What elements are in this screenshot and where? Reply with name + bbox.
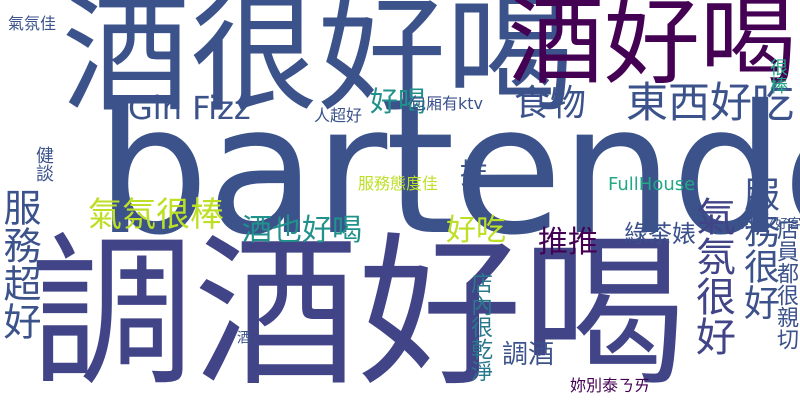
word-jiantan: 健談 — [33, 146, 54, 182]
word-dian-nei-hen-ganjing: 店內很乾淨 — [467, 272, 492, 382]
word-jiu: 酒 — [235, 330, 251, 344]
word-baoxiang-you-ktv: 包厢有ktv — [410, 94, 484, 113]
word-tui: 推 — [460, 157, 489, 190]
word-fuwu-hen-hao: 服務很好 — [738, 176, 779, 320]
word-hen-bang: 很棒 — [767, 58, 788, 94]
word-shiwu: 食物 — [514, 83, 587, 124]
word-dianyuan-dou-hen-qinqie: 店員都很親切 — [773, 218, 798, 350]
word-dongxi-haochi: 東西好吃 — [626, 78, 795, 127]
word-qifen-hen-hao: 氣氛很好 — [689, 196, 735, 356]
word-gin-fizz: Gin Fizz — [128, 89, 251, 127]
word-ren-chao-hao: 人超好 — [314, 106, 363, 125]
word-tiaojiu-haohe: 調酒好喝 — [30, 218, 687, 400]
word-fuwu-chao-hao: 服務超好 — [0, 188, 41, 340]
word-ni-bie-tai: 妳別泰ㄋㄞ — [570, 376, 651, 395]
word-qifen-hen-bang: 氣氛很棒 — [88, 195, 224, 235]
word-haochi: 好吃 — [446, 213, 506, 248]
word-tuitui: 推推 — [538, 225, 598, 260]
word-haohe: 好喝 — [370, 85, 427, 118]
word-jiu-haohe: 酒好喝 — [508, 0, 796, 98]
word-jiu-ye-haohe: 酒也好喝 — [242, 213, 362, 248]
word-fullhouse: FullHouse — [608, 174, 696, 195]
word-lvcha-biao: 綠茶婊 — [624, 220, 696, 248]
word-fuwu-taidu-jia: 服務態度佳 — [358, 174, 439, 193]
word-jiu-hen-haohe: 酒很好喝 — [62, 0, 575, 130]
word-qinqie-you-haoke: 親切又好客 — [736, 217, 800, 232]
word-qifen-jia: 氣氛佳 — [8, 14, 57, 33]
word-tiaojiu: 調酒 — [502, 340, 555, 370]
word-bartender: bartender — [96, 67, 800, 274]
